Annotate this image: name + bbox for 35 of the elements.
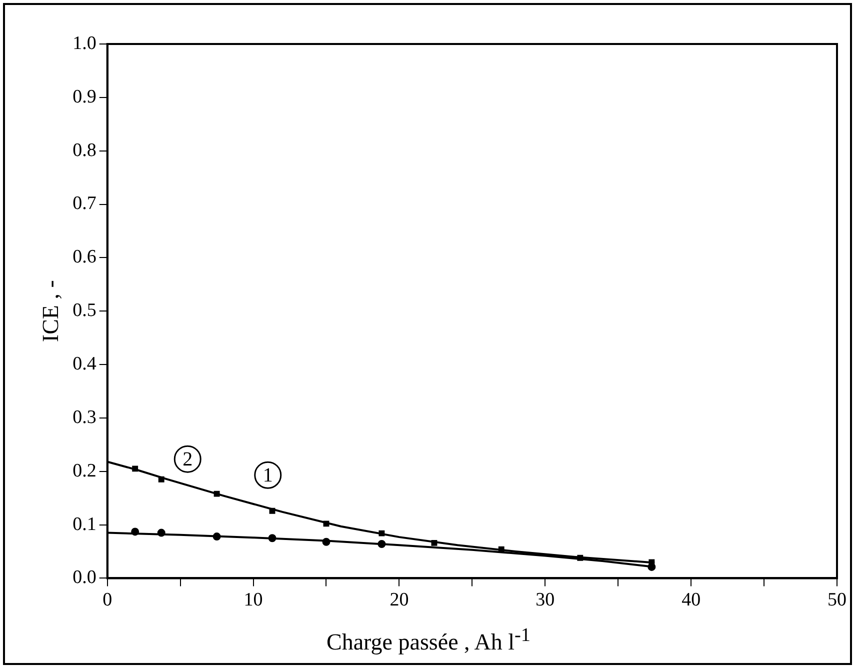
y-tick-label: 0.5 — [72, 300, 96, 322]
point — [323, 520, 330, 527]
y-tick-label: 0.8 — [72, 140, 96, 161]
point — [212, 532, 221, 541]
point — [131, 528, 140, 536]
x-tick-label: 30 — [536, 590, 555, 611]
x-axis-title: Charge passée , Ah l$^{-1}$ — [326, 625, 532, 656]
annotation: 2 — [182, 448, 193, 470]
y-tick-label: 0.7 — [72, 193, 96, 214]
point — [378, 530, 385, 536]
point — [157, 528, 166, 537]
y-tick-label: 0.9 — [72, 86, 96, 108]
point — [214, 490, 220, 497]
y-tick-label: 0.1 — [72, 514, 96, 535]
x-tick-label: 50 — [828, 590, 846, 611]
y-tick-label: 0.0 — [72, 567, 96, 588]
point — [322, 538, 330, 546]
point — [431, 540, 438, 546]
y-tick-label: 1.0 — [72, 32, 96, 54]
y-tick-label: 0.4 — [72, 354, 97, 375]
x-tick-label: 10 — [244, 590, 263, 611]
point — [132, 466, 138, 472]
x-tick-label: 0 — [102, 590, 112, 611]
point — [269, 508, 276, 514]
annotation: 1 — [262, 464, 273, 486]
point — [268, 534, 276, 542]
y-tick-label: 0.6 — [72, 246, 96, 268]
x-tick-label: 40 — [682, 590, 701, 611]
point — [158, 476, 164, 482]
point — [378, 540, 386, 548]
y-tick-label: 0.3 — [72, 406, 96, 428]
y-tick-label: 0.2 — [72, 460, 96, 482]
x-tick-label: 20 — [390, 590, 409, 611]
point — [577, 554, 584, 561]
y-axis-title: ICE , - — [38, 280, 63, 342]
